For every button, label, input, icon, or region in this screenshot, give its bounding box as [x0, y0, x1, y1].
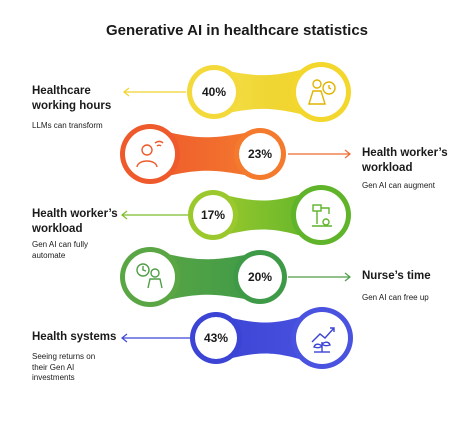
row-5-sub-line2: their Gen AI: [32, 362, 75, 372]
row-3-sub-line1: Gen AI can fully: [32, 240, 89, 249]
row-4-connector: [120, 247, 287, 307]
row-5-label-line1: Health systems: [32, 331, 117, 343]
arrow-row-2: [288, 149, 351, 159]
row-3-label-line2: workload: [32, 223, 83, 235]
row-3-sub-line2: automate: [32, 250, 66, 260]
row-5-label: Health systems: [32, 330, 116, 345]
row-3-sub: Gen AI can fully automate: [32, 240, 88, 261]
row-5-connector: [190, 307, 353, 369]
row-1-percent: 40%: [201, 85, 227, 99]
person-clock-icon: [308, 79, 336, 105]
row-1-label-line2: working hours: [32, 100, 112, 112]
arrow-row-1: [123, 87, 186, 97]
row-3-connector: [188, 185, 351, 245]
row-3-percent: 17%: [200, 208, 226, 222]
page-title: Generative AI in healthcare statistics: [105, 22, 369, 39]
row-4-sub: Gen AI can free up: [362, 293, 429, 304]
row-5-sub-line1: Seeing returns on: [32, 352, 96, 361]
row-4-sub-line1: Gen AI can free up: [362, 293, 429, 302]
arrow-row-3: [121, 210, 188, 220]
arrow-row-5: [121, 333, 190, 343]
row-2-label: Health worker’s workload: [362, 146, 448, 176]
nurse-clock-icon: [136, 263, 163, 289]
arrow-row-4: [288, 272, 351, 282]
row-2-sub: Gen AI can augment: [362, 181, 435, 192]
row-5-percent: 43%: [203, 331, 229, 345]
row-3-label: Health worker’s workload: [32, 207, 118, 237]
doctor-wifi-icon: [136, 140, 164, 168]
row-5-sub-line3: investments: [32, 373, 75, 382]
row-1-label-line1: Healthcare: [32, 85, 91, 97]
row-3-label-line1: Health worker’s: [32, 208, 118, 220]
row-1-sub: LLMs can transform: [32, 121, 103, 132]
row-2-label-line1: Health worker’s: [362, 147, 448, 159]
row-4-label: Nurse’s time: [362, 269, 431, 284]
row-2-sub-line1: Gen AI can augment: [362, 181, 435, 190]
row-4-percent: 20%: [247, 270, 273, 284]
row-1-sub-line1: LLMs can transform: [32, 121, 103, 130]
robot-arm-icon: [312, 204, 332, 227]
row-2-percent: 23%: [247, 147, 273, 161]
row-1-label: Healthcare working hours: [32, 84, 111, 114]
row-2-label-line2: workload: [362, 162, 413, 174]
row-5-sub: Seeing returns on their Gen AI investmen…: [32, 352, 95, 384]
row-4-label-line1: Nurse’s time: [362, 270, 431, 282]
plant-growth-icon: [311, 327, 335, 353]
